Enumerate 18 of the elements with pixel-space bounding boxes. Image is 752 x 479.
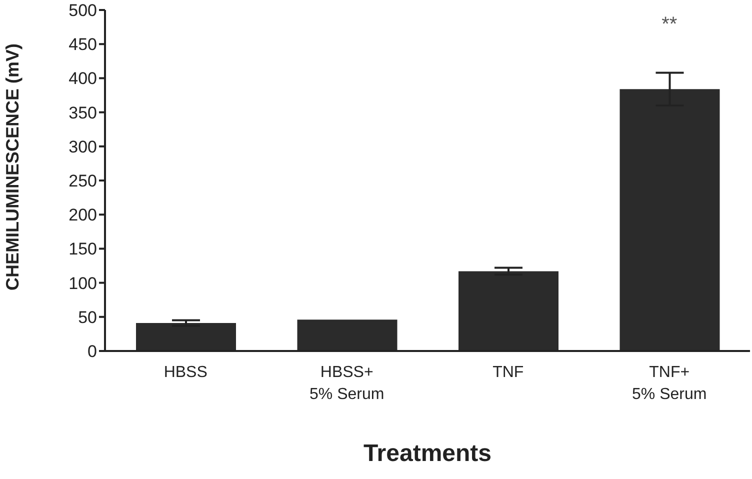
y-tick-label: 100: [68, 274, 97, 293]
y-tick-label: 450: [68, 35, 97, 54]
x-tick-label: TNF: [492, 364, 524, 381]
x-tick-label: TNF+ 5% Serum: [632, 364, 707, 403]
annotation: **: [662, 14, 678, 36]
y-tick-label: 250: [68, 172, 97, 191]
y-tick-label: 150: [68, 240, 97, 259]
y-tick-label: 350: [68, 103, 97, 122]
x-tick-label: HBSS: [164, 364, 208, 381]
x-tick-label: HBSS+ 5% Serum: [310, 364, 384, 403]
y-axis-title: CHEMILUMINESCENCE (mV): [2, 43, 22, 290]
y-tick-label: 50: [78, 308, 97, 327]
y-tick-label: 400: [68, 69, 97, 88]
y-tick-label: 500: [68, 1, 97, 20]
x-axis-title: Treatments: [363, 440, 492, 467]
y-tick-label: 200: [68, 206, 97, 225]
y-tick-label: 300: [68, 137, 97, 156]
y-tick-label: 0: [88, 342, 97, 362]
